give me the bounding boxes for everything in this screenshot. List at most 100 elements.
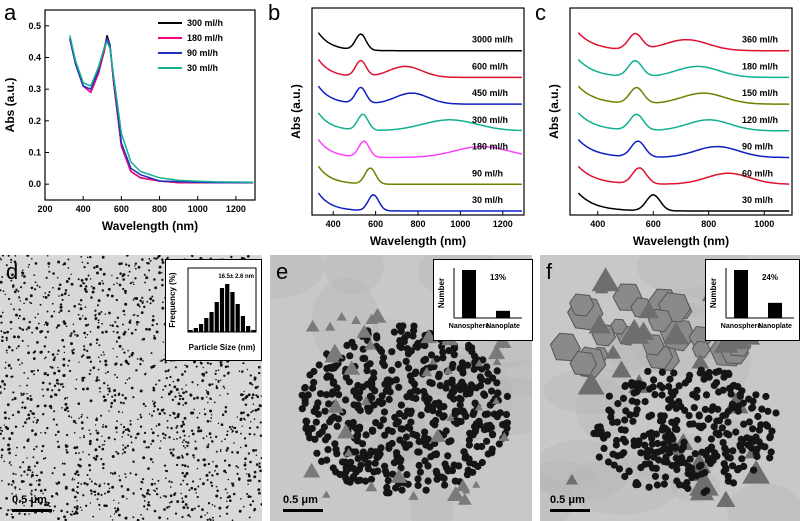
- nanoparticle-d: [168, 505, 171, 508]
- nanoparticle-d: [120, 423, 123, 426]
- nanoparticle-d: [158, 265, 162, 269]
- nanoparticle-d: [95, 429, 98, 432]
- nanoparticle-d: [123, 289, 127, 293]
- nanoparticle-d: [181, 463, 184, 467]
- nanoparticle-d: [133, 313, 136, 316]
- nanoparticle-d: [226, 492, 229, 494]
- nanoparticle-d: [251, 396, 254, 399]
- nanoparticle-d: [164, 495, 167, 498]
- nanosphere-f: [667, 443, 675, 451]
- nanoparticle-d: [199, 478, 202, 480]
- nanoparticle-d: [144, 274, 146, 277]
- nanoparticle-d: [128, 377, 131, 380]
- nanoparticle-d: [90, 492, 93, 495]
- nanoparticle-d: [206, 518, 209, 521]
- nanoparticle-d: [57, 445, 61, 449]
- nanoparticle-d: [0, 257, 1, 259]
- nanoparticle-d: [260, 457, 262, 460]
- nanoparticle-d: [154, 482, 156, 485]
- nanoparticle-d: [141, 517, 145, 520]
- nanoparticle-d: [73, 446, 77, 450]
- nanoparticle-d: [195, 365, 198, 368]
- nanoparticle-d: [18, 326, 21, 330]
- nanoparticle-d: [125, 517, 128, 520]
- nanoparticle-d: [153, 278, 156, 281]
- nanoparticle-d: [101, 331, 104, 334]
- nanoparticle-d: [46, 426, 49, 430]
- nanosphere-e: [442, 384, 450, 392]
- nanosphere-e: [330, 413, 338, 421]
- nanosphere-f: [619, 435, 627, 443]
- nanoparticle-d: [118, 475, 121, 477]
- nanosphere-f: [669, 391, 677, 399]
- nanoparticle-d: [169, 494, 173, 497]
- nanoparticle-d: [175, 463, 179, 467]
- nanoparticle-d: [182, 391, 185, 395]
- nanoparticle-d: [136, 432, 140, 436]
- nanoparticle-d: [219, 394, 221, 396]
- nanoparticle-d: [215, 384, 218, 387]
- nanoparticle-d: [110, 405, 113, 408]
- series-line-b: [317, 32, 522, 52]
- nanoparticle-d: [108, 387, 111, 390]
- nanoparticle-d: [181, 497, 184, 500]
- nanoparticle-d: [83, 348, 86, 351]
- nanoparticle-d: [21, 328, 25, 332]
- nanoparticle-d: [3, 460, 6, 463]
- nanoplate-e: [365, 481, 378, 492]
- nanoparticle-d: [98, 282, 102, 286]
- nanoparticle-d: [98, 445, 101, 449]
- nanosphere-f: [613, 436, 621, 445]
- nanoparticle-d: [259, 421, 262, 424]
- nanosphere-e: [333, 384, 341, 392]
- nanoparticle-d: [64, 402, 68, 406]
- nanoparticle-d: [87, 323, 90, 326]
- nanoparticle-d: [72, 330, 76, 333]
- nanosphere-f: [738, 455, 746, 463]
- y-tick-label-a: 0.2: [28, 116, 41, 126]
- nanoparticle-d: [80, 255, 83, 258]
- bar-label-f: Nanosphere: [721, 323, 762, 330]
- nanoparticle-d: [30, 493, 33, 496]
- nanosphere-f: [702, 451, 710, 459]
- nanoparticle-d: [107, 287, 111, 291]
- nanoparticle-d: [81, 427, 84, 430]
- nanosphere-e: [298, 405, 306, 413]
- nanoparticle-d: [127, 274, 129, 277]
- nanosphere-e: [422, 355, 430, 363]
- nanoparticle-d: [168, 384, 171, 387]
- nanoparticle-d: [136, 303, 140, 307]
- nanoparticle-d: [76, 505, 79, 508]
- nanoparticle-d: [224, 438, 226, 440]
- nanoparticle-d: [18, 488, 21, 491]
- nanoparticle-d: [34, 465, 36, 468]
- nanosphere-e: [439, 348, 447, 356]
- nanoparticle-d: [33, 369, 35, 372]
- nanoparticle-d: [181, 420, 185, 423]
- nanosphere-f: [767, 448, 775, 456]
- series-line-c: [577, 85, 790, 105]
- nanosphere-e: [415, 437, 423, 446]
- nanoparticle-d: [113, 513, 116, 515]
- nanoparticle-d: [56, 276, 59, 279]
- nanoparticle-d: [79, 458, 82, 461]
- legend-label-a: 30 ml/h: [187, 63, 218, 73]
- nanosphere-e: [369, 374, 378, 382]
- nanosphere-e: [404, 331, 412, 339]
- nanoparticle-d: [203, 463, 207, 467]
- nanosphere-f: [713, 452, 721, 460]
- nanoparticle-d: [156, 408, 160, 411]
- nanoparticle-d: [81, 509, 83, 511]
- series-label-b: 3000 ml/h: [472, 35, 513, 45]
- nanosphere-f: [719, 439, 727, 447]
- nanoparticle-d: [146, 261, 148, 264]
- nanoparticle-d: [94, 309, 97, 312]
- histogram-bar-d: [209, 312, 214, 332]
- nanosphere-e: [483, 437, 491, 445]
- nanoparticle-d: [1, 255, 5, 257]
- nanosphere-f: [719, 386, 727, 394]
- nanoparticle-d: [90, 480, 93, 483]
- nanoparticle-d: [84, 290, 87, 293]
- series-line-b: [317, 85, 522, 105]
